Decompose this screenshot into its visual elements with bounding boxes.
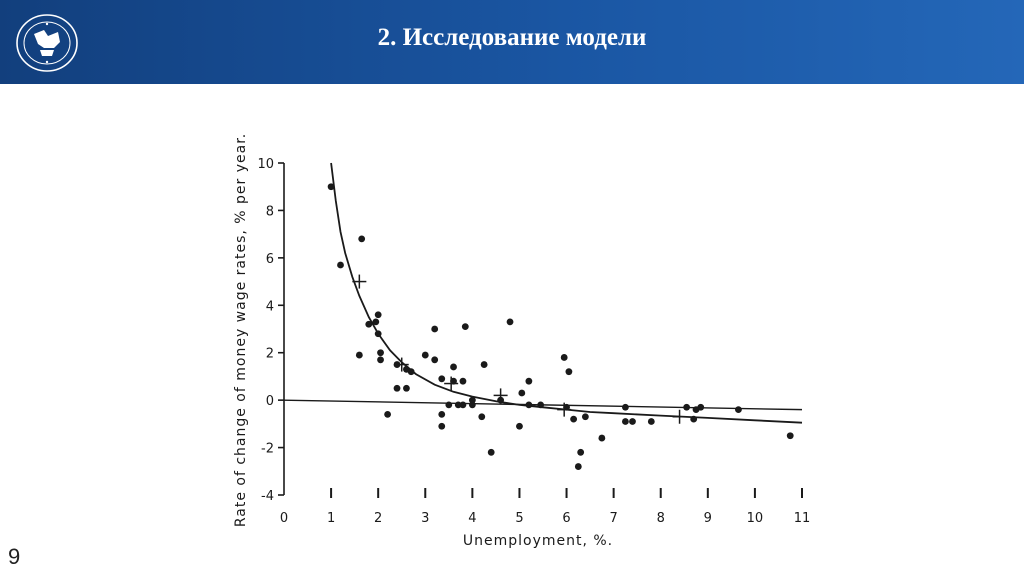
data-point: [438, 422, 446, 430]
y-tick-label: 10: [257, 157, 274, 172]
data-point: [438, 375, 446, 383]
average-marker: [444, 376, 459, 391]
chart-axes: -4 -2 0 2 4 6 8 10 0 1 2 3 4 5 6 7 8 9 10 11: [257, 157, 810, 526]
data-point: [468, 396, 476, 404]
data-point: [374, 311, 382, 319]
average-marker: [394, 357, 409, 372]
x-tick-label: 2: [374, 511, 382, 526]
data-point: [450, 363, 457, 371]
data-point: [431, 356, 439, 364]
data-point: [480, 361, 488, 368]
data-point: [454, 401, 462, 409]
data-point: [697, 403, 705, 411]
y-tick-label: -2: [261, 442, 274, 457]
average-marker: [352, 274, 367, 289]
data-point: [468, 401, 476, 409]
x-tick-label: 1: [327, 511, 335, 526]
data-point: [537, 401, 545, 409]
y-tick-label: -4: [261, 489, 274, 504]
data-point: [377, 349, 384, 357]
data-point: [598, 434, 606, 442]
data-point: [438, 410, 446, 418]
data-point: [431, 325, 439, 333]
x-tick-label: 3: [421, 511, 429, 526]
data-point: [461, 323, 469, 331]
chart-labels: Unemployment, %. Rate of change of money …: [233, 133, 613, 549]
data-point: [574, 463, 582, 470]
data-point: [525, 377, 533, 385]
data-point: [407, 368, 415, 376]
data-point: [478, 413, 486, 421]
data-point: [377, 356, 384, 364]
x-tick-label: 9: [704, 511, 712, 526]
data-point: [487, 448, 495, 456]
x-tick-label: 6: [562, 511, 570, 526]
x-tick-label: 5: [515, 511, 523, 526]
data-point: [629, 418, 636, 425]
data-point: [565, 368, 573, 376]
data-point: [355, 351, 363, 359]
data-point: [421, 351, 429, 359]
y-axis-title: Rate of change of money wage rates, % pe…: [233, 133, 249, 527]
chart-series: [283, 162, 803, 470]
data-point: [459, 377, 467, 385]
data-point: [384, 410, 391, 418]
y-tick-label: 8: [266, 204, 274, 219]
data-point: [372, 318, 380, 326]
x-tick-label: 0: [280, 511, 288, 526]
y-tick-label: 0: [266, 394, 274, 409]
x-tick-label: 10: [747, 511, 764, 526]
data-point: [516, 422, 523, 430]
data-point: [445, 401, 453, 409]
data-point: [735, 406, 742, 414]
data-point: [786, 432, 794, 440]
data-point: [393, 384, 401, 392]
data-point: [525, 401, 533, 409]
data-point: [374, 330, 382, 338]
data-point: [570, 415, 578, 423]
university-seal-icon: [16, 14, 78, 72]
slide-title: 2. Исследование модели: [377, 24, 647, 51]
x-tick-label: 7: [609, 511, 617, 526]
average-marker: [672, 409, 687, 424]
data-point: [581, 413, 589, 421]
x-tick-label: 11: [794, 511, 811, 526]
x-tick-label: 4: [468, 511, 476, 526]
data-point: [683, 403, 691, 411]
slide-number: 9: [8, 544, 21, 569]
data-point: [506, 318, 514, 326]
data-point: [358, 235, 366, 243]
data-point: [560, 354, 568, 361]
x-tick-label: 8: [657, 511, 665, 526]
data-point: [690, 415, 698, 423]
y-tick-label: 6: [266, 252, 274, 267]
data-point: [518, 389, 526, 397]
data-point: [647, 418, 655, 425]
data-point: [622, 418, 629, 425]
data-point: [365, 320, 373, 328]
slide-header: 2. Исследование модели: [0, 0, 1024, 84]
x-axis-title: Unemployment, %.: [463, 533, 613, 549]
data-point: [577, 448, 585, 456]
average-marker: [493, 388, 508, 403]
average-marker: [557, 402, 572, 417]
data-point: [403, 384, 410, 392]
data-point: [327, 183, 335, 191]
data-point: [622, 403, 629, 411]
y-tick-label: 4: [266, 299, 274, 314]
data-point: [459, 401, 467, 409]
y-tick-label: 2: [266, 347, 274, 362]
fitted-curve: [330, 162, 803, 424]
data-point: [337, 261, 344, 269]
